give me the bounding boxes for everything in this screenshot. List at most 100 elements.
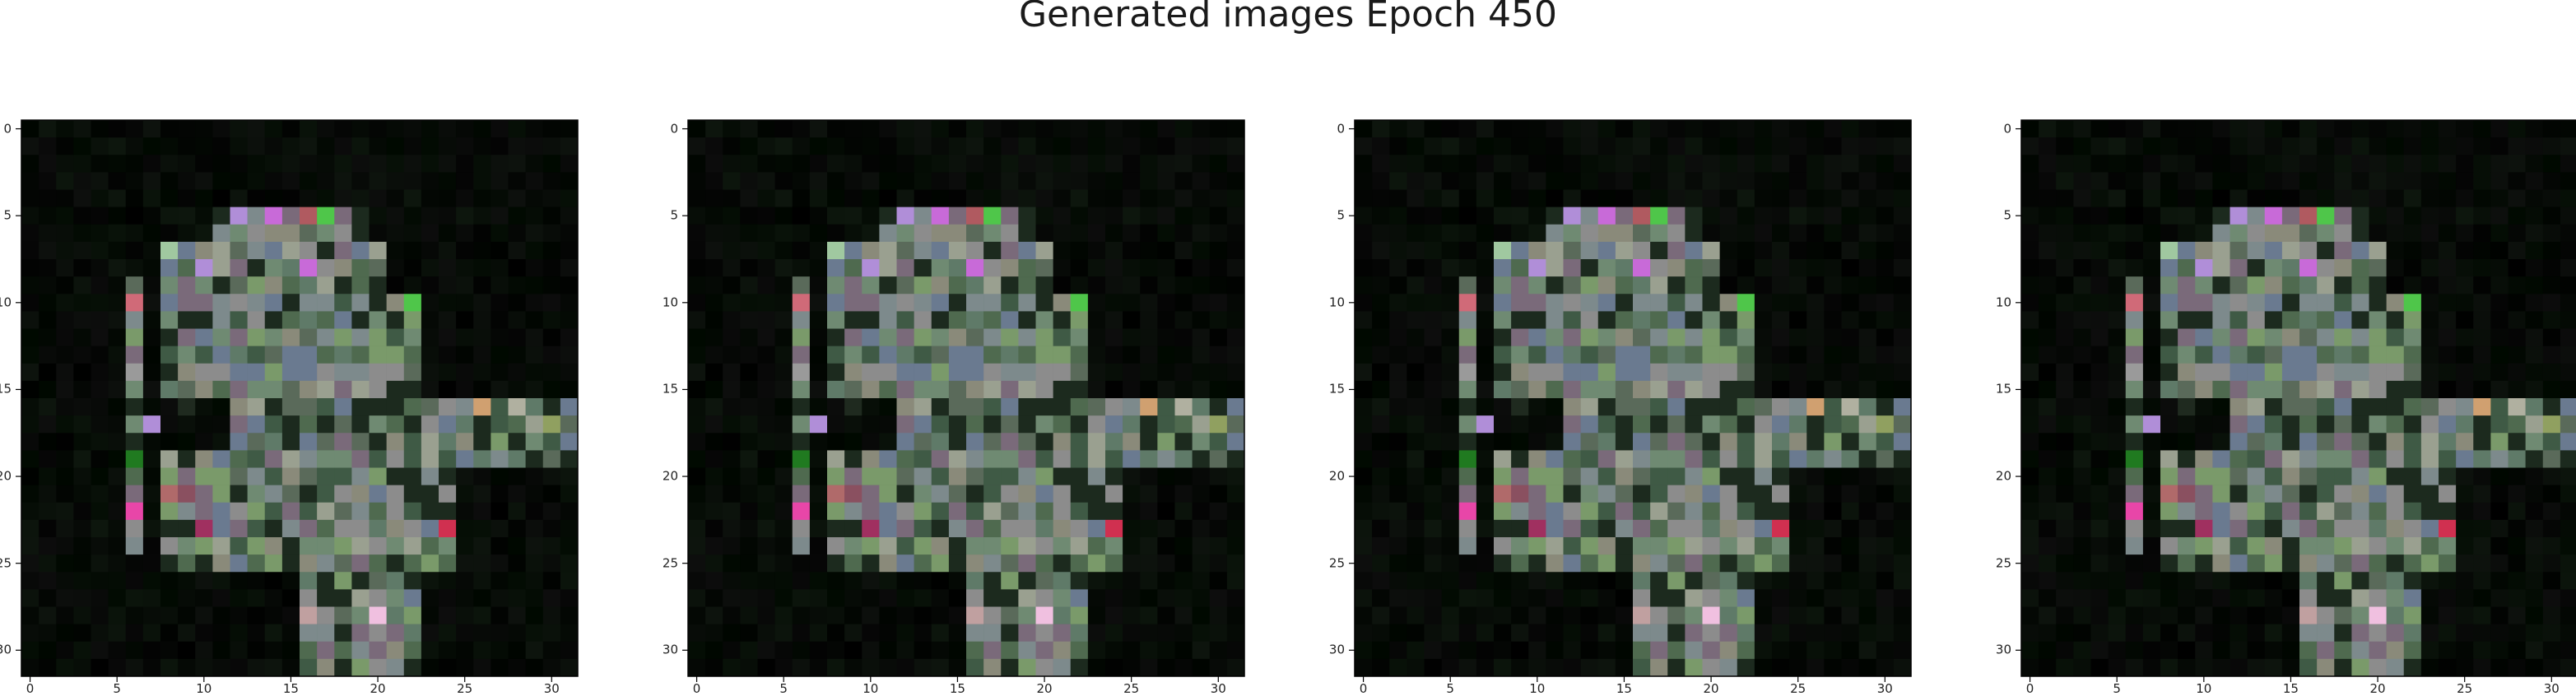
pixel-cell <box>1772 120 1790 138</box>
pixel-cell <box>160 519 179 538</box>
pixel-cell <box>1458 346 1477 364</box>
pixel-cell <box>160 363 179 382</box>
pixel-cell <box>2317 155 2335 173</box>
pixel-cell <box>1650 415 1668 434</box>
pixel-cell <box>1424 485 1442 503</box>
pixel-cell <box>1737 624 1755 643</box>
pixel-cell <box>1053 224 1072 243</box>
pixel-cell <box>1355 485 1373 503</box>
pixel-cell <box>844 224 863 243</box>
pixel-cell <box>1754 589 1773 607</box>
pixel-cell <box>914 311 932 329</box>
pixel-cell <box>1893 433 1912 451</box>
pixel-cell <box>862 554 880 573</box>
pixel-cell <box>1476 311 1495 329</box>
pixel-cell <box>1841 328 1859 346</box>
pixel-cell <box>508 624 526 643</box>
pixel-cell <box>1685 155 1703 173</box>
pixel-cell <box>1001 137 1019 155</box>
pixel-cell <box>983 554 1002 573</box>
pixel-cell <box>827 294 845 312</box>
pixel-cell <box>369 485 387 503</box>
pixel-cell <box>740 276 758 295</box>
pixel-cell <box>1355 224 1373 243</box>
pixel-cell <box>1841 641 1859 660</box>
pixel-cell <box>1824 346 1842 364</box>
pixel-cell <box>142 276 161 295</box>
pixel-cell <box>2212 502 2230 521</box>
pixel-cell <box>1035 641 1053 660</box>
pixel-cell <box>2473 259 2491 277</box>
pixel-cell <box>1105 224 1123 243</box>
pixel-cell <box>2090 502 2109 521</box>
pixel-cell <box>827 485 845 503</box>
pixel-cell <box>2021 120 2039 138</box>
pixel-cell <box>740 311 758 329</box>
pixel-cell <box>1633 502 1651 521</box>
pixel-cell <box>491 224 509 243</box>
pixel-cell <box>983 658 1002 677</box>
pixel-cell <box>264 537 283 555</box>
pixel-cell <box>281 380 300 399</box>
pixel-cell <box>2403 554 2422 573</box>
pixel-cell <box>1226 519 1245 538</box>
pixel-cell <box>39 537 57 555</box>
pixel-cell <box>1806 172 1825 190</box>
pixel-cell <box>1209 502 1228 521</box>
pixel-cell <box>1528 224 1546 243</box>
pixel-cell <box>1192 467 1211 485</box>
pixel-cell <box>2299 467 2318 485</box>
pixel-cell <box>247 276 266 295</box>
pixel-cell <box>1806 537 1825 555</box>
pixel-cell <box>1737 363 1755 382</box>
pixel-cell <box>2247 224 2266 243</box>
pixel-cell <box>2456 294 2474 312</box>
pixel-cell <box>1615 450 1634 468</box>
pixel-cell <box>39 658 57 677</box>
pixel-cell <box>473 641 491 660</box>
pixel-cell <box>1563 259 1581 277</box>
pixel-cell <box>403 276 422 295</box>
pixel-cell <box>1226 606 1245 624</box>
pixel-cell <box>1893 294 1912 312</box>
pixel-cell <box>2386 606 2405 624</box>
pixel-cell <box>2560 206 2576 225</box>
pixel-cell <box>1702 589 1720 607</box>
pixel-cell <box>2212 120 2230 138</box>
pixel-cell <box>809 259 828 277</box>
pixel-cell <box>2351 415 2369 434</box>
pixel-cell <box>2160 328 2178 346</box>
pixel-cell <box>2542 380 2561 399</box>
pixel-cell <box>2195 241 2213 260</box>
pixel-cell <box>56 624 74 643</box>
pixel-cell <box>2439 172 2457 190</box>
pixel-cell <box>705 346 723 364</box>
pixel-cell <box>1424 502 1442 521</box>
pixel-cell <box>827 206 845 225</box>
pixel-cell <box>230 137 248 155</box>
pixel-cell <box>2160 398 2178 416</box>
pixel-cell <box>230 467 248 485</box>
pixel-cell <box>473 485 491 503</box>
pixel-cell <box>1174 155 1193 173</box>
pixel-cell <box>879 641 897 660</box>
pixel-cell <box>2351 641 2369 660</box>
pixel-cell <box>2230 572 2248 590</box>
pixel-cell <box>1105 554 1123 573</box>
pixel-cell <box>1424 589 1442 607</box>
pixel-cell <box>1841 450 1859 468</box>
pixel-cell <box>1424 658 1442 677</box>
pixel-cell <box>1858 485 1877 503</box>
pixel-cell <box>2125 398 2144 416</box>
pixel-cell <box>525 224 544 243</box>
pixel-cell <box>966 519 984 538</box>
pixel-cell <box>1841 554 1859 573</box>
pixel-cell <box>1597 467 1616 485</box>
pixel-cell <box>1546 606 1564 624</box>
pixel-cell <box>39 259 57 277</box>
pixel-cell <box>212 658 230 677</box>
pixel-cell <box>948 224 967 243</box>
pixel-cell <box>508 433 526 451</box>
pixel-cell <box>1070 189 1089 207</box>
pixel-cell <box>1123 294 1141 312</box>
